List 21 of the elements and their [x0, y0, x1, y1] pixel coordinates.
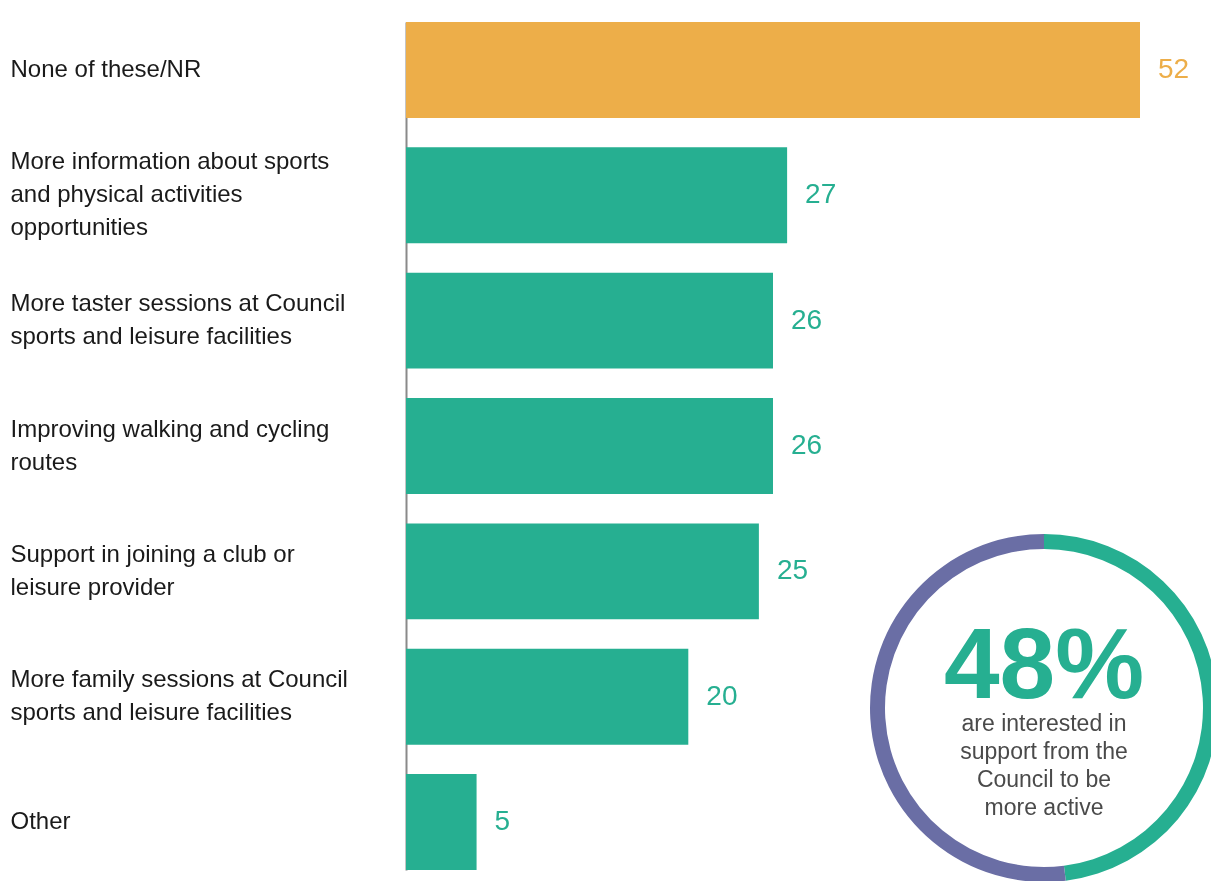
- y-tick-label: More information about sports and physical activities opportunities: [10, 147, 330, 241]
- data-label: 27: [805, 178, 837, 210]
- y-tick-label: Improving walking and cycling routes: [10, 414, 330, 475]
- bar: [406, 774, 477, 870]
- data-label: 25: [776, 554, 809, 586]
- data-label: 52: [1158, 52, 1190, 84]
- data-label: 26: [791, 429, 823, 460]
- data-label: 20: [706, 679, 738, 711]
- y-tick-label: More taster sessions at Council sports and leisure facilities: [10, 289, 346, 350]
- y-tick-label: Support in joining a club or leisure provider: [10, 539, 295, 600]
- data-label: 5: [494, 805, 511, 837]
- y-tick-label: Other: [10, 807, 71, 835]
- data-label: 26: [791, 303, 823, 335]
- bar: [406, 147, 788, 244]
- bar: [406, 22, 1140, 118]
- bar: [406, 648, 689, 745]
- y-tick-label: More family sessions at Council sports and leisure facilities: [10, 665, 348, 726]
- bar: [406, 523, 759, 620]
- bar: [406, 272, 773, 369]
- bar: [406, 398, 773, 494]
- y-tick-label: None of these/NR: [10, 54, 202, 82]
